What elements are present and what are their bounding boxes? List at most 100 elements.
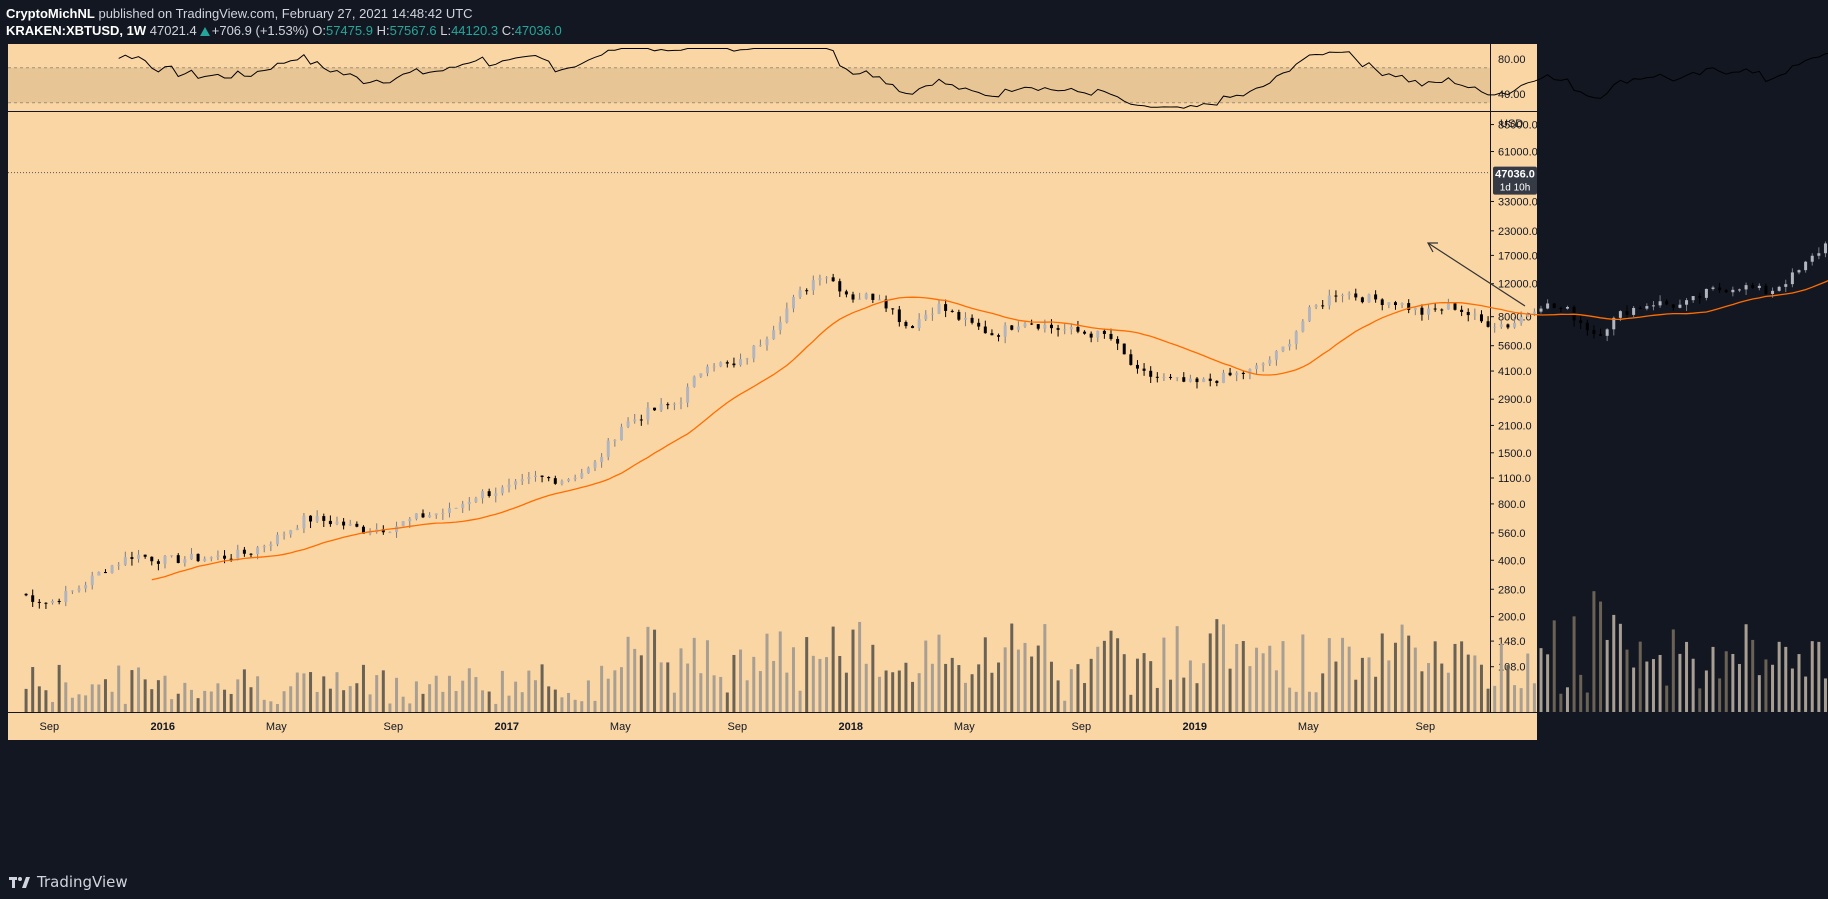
volume-bars [24,591,1827,712]
volume-bar [1314,692,1318,712]
candle-body [593,462,597,468]
candle-body [51,600,55,603]
volume-bar [170,699,174,712]
y-tick-label: 1100.0 [1498,473,1531,485]
volume-bar [785,672,789,712]
candle-body [1241,372,1245,375]
candle-body [461,504,465,508]
candle-body [1036,324,1040,329]
candle-body [1665,301,1669,305]
candle-body [732,363,736,366]
candle-body [77,588,81,591]
candle-body [328,520,332,525]
candle-body [1069,326,1073,330]
volume-bar [1513,685,1517,712]
candle-body [1737,289,1741,291]
candle-body [765,339,769,346]
volume-bar [1678,653,1682,712]
volume-bar [507,695,511,712]
candle-body [937,304,941,314]
volume-bar [1823,678,1827,712]
moving-average-line [151,280,1828,581]
volume-bar [1202,663,1206,712]
candle-body [1400,303,1404,306]
candle-body [1208,378,1212,381]
volume-bar [1142,653,1146,712]
volume-bar [143,679,147,712]
candle-body [1486,321,1490,327]
candle-body [1182,377,1186,382]
candle-body [1268,359,1272,364]
volume-bar [467,668,471,712]
candle-body [1420,307,1424,315]
candle-body [1479,314,1483,322]
volume-bar [1182,677,1186,712]
y-tick-label: 2100.0 [1498,420,1532,432]
volume-bar [619,667,623,712]
candle-body [659,404,663,411]
y-tick-label: 17000.0 [1498,250,1538,262]
candle-body [1228,372,1232,376]
author-name[interactable]: CryptoMichNL [6,6,95,21]
candle-body [672,403,676,405]
volume-bar [944,663,948,712]
volume-bar [1797,654,1801,712]
candle-body [719,362,723,367]
annotation-arrowhead [1426,242,1438,253]
candle-body [1347,293,1351,295]
y-tick-label: 200.0 [1498,612,1526,624]
candle-body [818,277,822,281]
candle-body [785,308,789,323]
candle-body [1281,346,1285,352]
candle-body [203,558,207,562]
volume-bar [1208,633,1212,712]
volume-bar [335,672,339,712]
candle-body [256,547,260,554]
candle-body [1162,376,1166,378]
candle-body [1453,303,1457,310]
candle-body [1784,284,1788,287]
candle-body [1149,370,1153,377]
candle-body [944,304,948,311]
candle-body [1539,308,1543,312]
volume-bar [825,657,829,712]
candle-body [103,572,107,574]
price-chart[interactable]: 85000.0 61000.0 33000.0 23000.0 17000.0 12000… [0,44,1828,866]
candle-body [1083,331,1087,334]
candle-body [1823,243,1827,254]
candle-body [309,515,313,522]
volume-bar [1751,639,1755,712]
volume-bar [1215,619,1219,712]
candle-body [1202,378,1206,383]
tradingview-logo[interactable]: TradingView [9,873,128,891]
rsi-line [118,48,1828,109]
candle-body [1460,309,1464,312]
symbol-label[interactable]: KRAKEN:XBTUSD, 1W [6,23,147,38]
candle-body [1552,303,1556,308]
volume-bar [1255,647,1259,712]
volume-bar [679,648,683,712]
candle-body [1757,285,1761,288]
candle-body [355,523,359,527]
candle-body [1049,324,1053,329]
volume-bar [1387,660,1391,712]
volume-bar [1195,683,1199,712]
candle-body [1003,325,1007,337]
candle-body [1023,323,1027,327]
candle-body [1605,329,1609,336]
candle-body [117,564,121,566]
candle-body [1731,289,1735,293]
candle-body [500,487,504,494]
volume-bar [1149,661,1153,712]
volume-bar [560,697,564,712]
candle-body [342,521,346,526]
candle-body [1089,333,1093,338]
candle-body [1314,305,1318,308]
candle-body [877,299,881,301]
volume-bar [758,671,762,712]
candle-body [1645,306,1649,309]
volume-bar [461,680,465,712]
volume-bar [1572,616,1576,712]
volume-bar [580,701,584,712]
candle-body [997,335,1001,337]
